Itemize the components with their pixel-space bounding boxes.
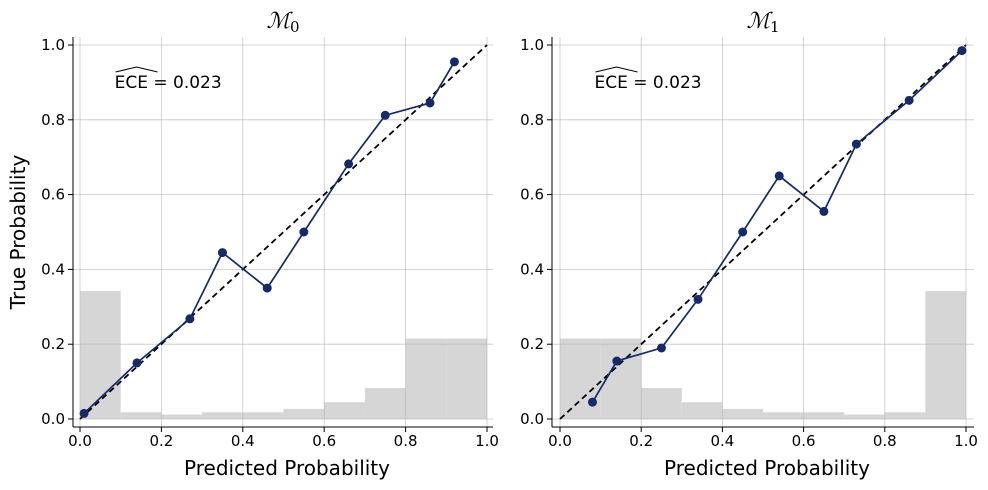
histogram-bar	[681, 402, 723, 419]
calibration-curve	[83, 61, 456, 415]
calibration-point	[449, 57, 459, 67]
histogram-bar	[446, 338, 487, 419]
calibration-point	[851, 139, 861, 149]
calibration-point	[819, 206, 829, 216]
histogram-bar	[844, 414, 885, 419]
calibration-point	[774, 171, 784, 181]
calibration-point	[299, 227, 309, 237]
histogram-bar	[364, 387, 406, 419]
calibration-point	[217, 248, 227, 258]
y-tick-label: 0.8	[520, 111, 544, 129]
y-tick-label: 0.4	[520, 260, 544, 278]
x-tick-label: 0.8	[873, 432, 897, 450]
calibration-point	[185, 314, 195, 324]
x-axis-label: Predicted Probability	[664, 456, 870, 480]
histogram-bar	[283, 408, 325, 419]
calibration-panel-0: 0.0 0.2 0.4 0.6 0.8 1.0 0.0 0.2 0.4 0.6 0.8 1.0 ECE …	[6, 9, 499, 480]
x-tick-label: 1.0	[954, 432, 978, 450]
y-tick-label: 1.0	[520, 36, 544, 54]
y-tick-label: 0.6	[41, 186, 65, 204]
x-axis-label: Predicted Probability	[184, 456, 390, 480]
calibration-point	[738, 227, 748, 237]
x-tick-label: 0.8	[394, 432, 418, 450]
y-tick-label: 0.2	[41, 335, 65, 353]
panel-title: ℳ1	[746, 9, 779, 36]
x-tick-label: 0.6	[792, 432, 816, 450]
calibration-point	[380, 110, 390, 120]
histogram-bar	[405, 338, 447, 419]
ece-annotation: ECE = 0.023	[595, 73, 702, 93]
ece-annotation: ECE = 0.023	[115, 73, 222, 93]
calibration-point	[262, 283, 272, 293]
hat-accent	[595, 66, 638, 73]
histogram-bar	[722, 408, 763, 419]
calibration-point	[79, 408, 89, 418]
calibration-point	[904, 95, 914, 105]
x-tick-label: 0.2	[149, 432, 173, 450]
x-tick-label: 0.4	[710, 432, 734, 450]
histogram-bar	[560, 338, 601, 419]
y-axis-label: True Probability	[6, 155, 30, 311]
perfect-calibration-line	[559, 44, 967, 420]
histogram-bar	[80, 291, 121, 419]
hat-accent	[115, 66, 158, 73]
histogram-bar	[120, 412, 162, 419]
panel-title: ℳ0	[266, 9, 299, 36]
perfect-calibration-line	[79, 44, 488, 420]
y-tick-label: 0.4	[41, 260, 65, 278]
histogram-bar	[202, 412, 243, 419]
calibration-point	[612, 356, 622, 366]
histogram-bar	[600, 338, 642, 419]
histogram-bar	[803, 412, 845, 419]
y-tick-label: 0.0	[520, 410, 544, 428]
histogram-bar	[242, 412, 284, 419]
histogram-bar	[641, 387, 682, 419]
y-tick-label: 0.8	[41, 111, 65, 129]
histogram-bar	[763, 412, 804, 419]
x-tick-label: 0.2	[629, 432, 653, 450]
x-tick-label: 0.0	[548, 432, 572, 450]
y-tick-label: 1.0	[41, 36, 65, 54]
histogram-bar	[884, 412, 926, 419]
calibration-point	[657, 343, 666, 353]
x-tick-label: 0.4	[231, 432, 255, 450]
histogram-bar	[925, 291, 966, 419]
calibration-point	[425, 98, 435, 108]
y-tick-label: 0.2	[520, 335, 544, 353]
calibration-curve	[591, 49, 963, 403]
histogram-bar	[161, 414, 203, 419]
calibration-panel-1: 0.0 0.2 0.4 0.6 0.8 1.0 0.0 0.2 0.4 0.6 0.8 1.0 ECE …	[520, 9, 978, 480]
calibration-point	[132, 358, 142, 368]
x-tick-label: 1.0	[475, 432, 499, 450]
calibration-point	[344, 159, 354, 169]
calibration-point	[957, 46, 967, 56]
histogram-bar	[324, 402, 365, 419]
calibration-point	[693, 294, 703, 304]
y-tick-label: 0.0	[41, 410, 65, 428]
x-tick-label: 0.6	[312, 432, 336, 450]
x-tick-label: 0.0	[68, 432, 92, 450]
y-tick-label: 0.6	[520, 186, 544, 204]
calibration-point	[587, 397, 597, 407]
